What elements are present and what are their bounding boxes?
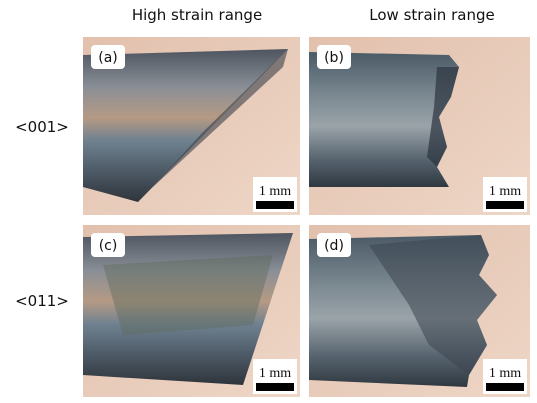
panel: (d) 1 mm	[309, 225, 530, 397]
row-label: <011>	[15, 292, 69, 310]
column-header: Low strain range	[369, 6, 494, 24]
panel-label: (a)	[98, 50, 118, 66]
row-label: <001>	[15, 118, 69, 136]
panel: (b) 1 mm	[309, 37, 530, 215]
panel-label: (c)	[99, 238, 118, 254]
scale-bar-label: 1 mm	[259, 366, 291, 381]
scale-bar-label: 1 mm	[489, 366, 521, 381]
panel: (a) 1 mm	[83, 37, 300, 215]
scale-bar-label: 1 mm	[489, 184, 521, 199]
panel-label: (d)	[324, 238, 344, 254]
panel-label: (b)	[324, 50, 344, 66]
column-header: High strain range	[132, 6, 262, 24]
scale-bar-label: 1 mm	[259, 184, 291, 199]
figure: High strain range Low strain range <001>…	[0, 0, 537, 403]
panel: (c) 1 mm	[83, 225, 300, 397]
